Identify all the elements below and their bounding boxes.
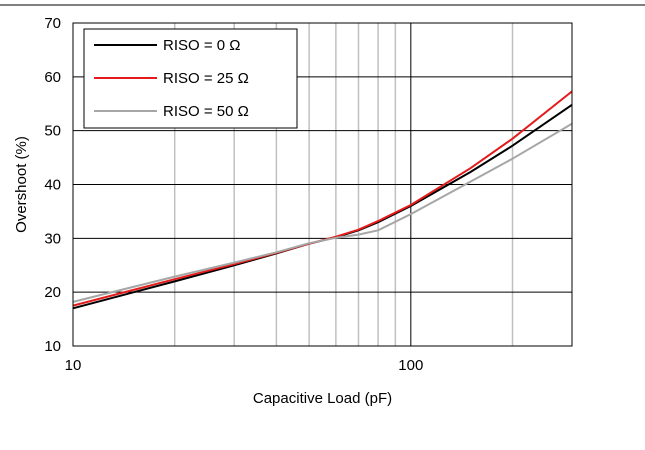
legend: RISO = 0 Ω RISO = 25 Ω RISO = 50 Ω	[83, 28, 298, 129]
y-tick-label: 10	[44, 338, 61, 355]
series-line-1	[72, 90, 573, 307]
x-axis-title: Capacitive Load (pF)	[253, 390, 392, 407]
legend-label-riso-25: RISO = 25 Ω	[163, 70, 249, 87]
y-tick-label: 60	[44, 69, 61, 86]
y-tick-label: 30	[44, 230, 61, 247]
series-line-2	[72, 122, 573, 303]
legend-label-riso-0: RISO = 0 Ω	[163, 37, 241, 54]
y-tick-label: 20	[44, 284, 61, 301]
y-axis-title: Overshoot (%)	[13, 136, 30, 233]
plot-area-frame	[72, 22, 573, 347]
series-lines	[72, 90, 573, 310]
x-tick-label: 100	[398, 357, 423, 374]
x-tick-label: 10	[65, 357, 82, 374]
x-tick-labels: 10 100	[65, 357, 424, 374]
y-tick-label: 50	[44, 123, 61, 140]
grid	[73, 23, 572, 346]
legend-label-riso-50: RISO = 50 Ω	[163, 103, 249, 120]
y-tick-label: 40	[44, 177, 61, 194]
y-tick-label: 70	[44, 15, 61, 32]
y-tick-labels: 10 20 30 40 50 60 70	[44, 15, 61, 355]
series-line-0	[72, 103, 573, 310]
